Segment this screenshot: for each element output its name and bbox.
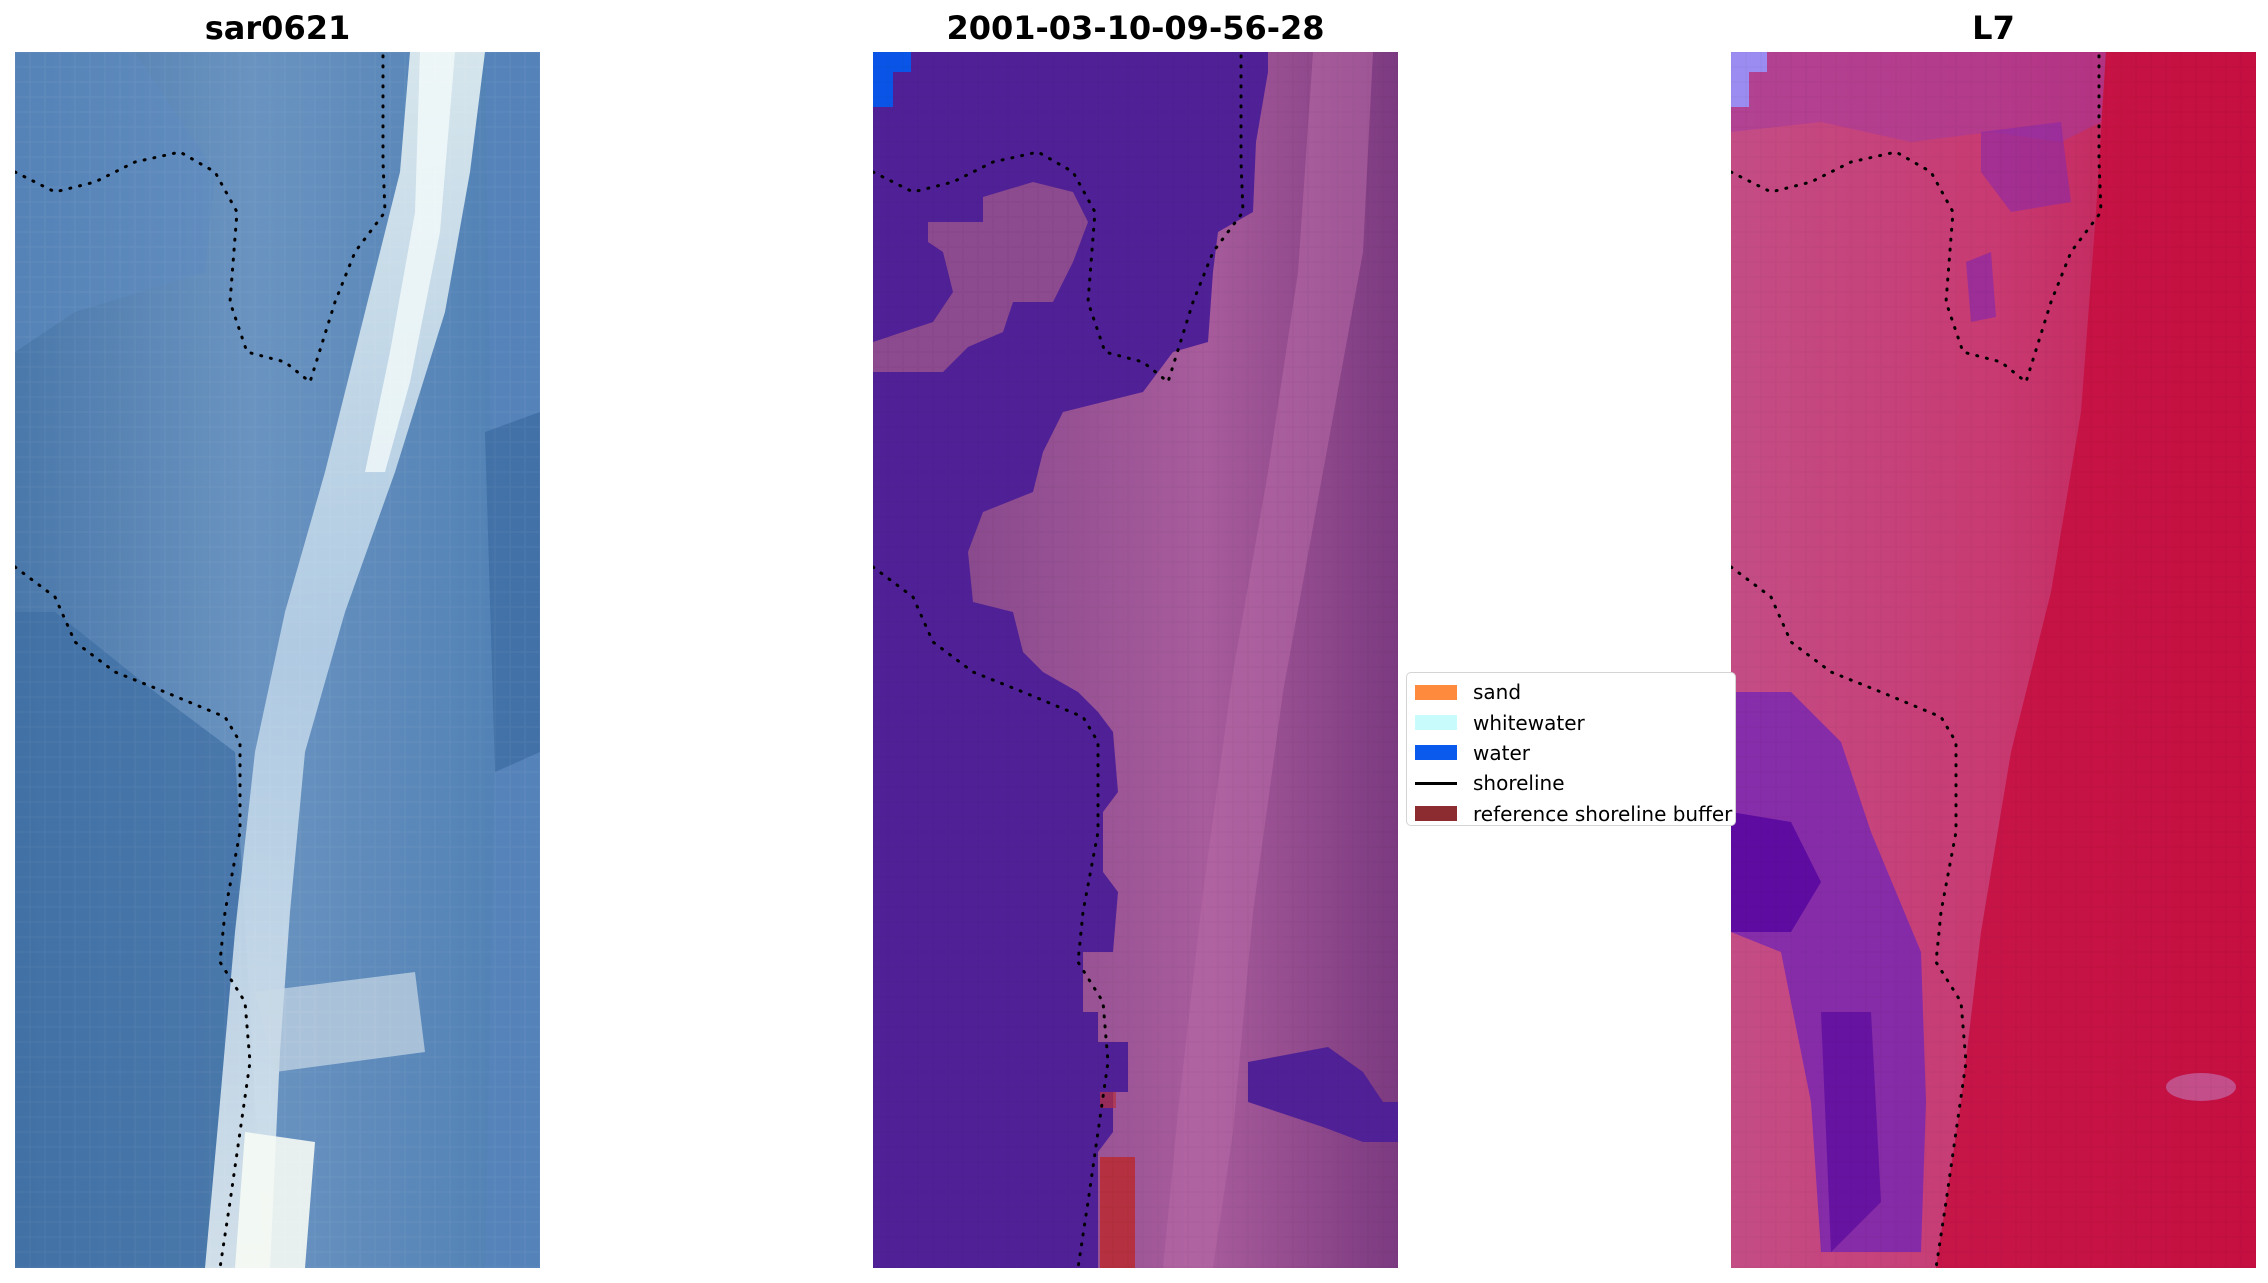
legend-item-water: water: [1415, 738, 1735, 768]
legend-label: sand: [1473, 680, 1522, 705]
reference-buffer-swatch: [1415, 806, 1457, 822]
legend-clip-edge: [1731, 672, 1741, 832]
panel-title-date: 2001-03-10-09-56-28: [946, 9, 1325, 47]
l7-image: [1731, 52, 2256, 1268]
legend-label: water: [1473, 740, 1530, 765]
legend-item-reference-buffer: reference shoreline buffer: [1415, 799, 1735, 826]
panel-title-l7: L7: [1972, 9, 2015, 47]
legend-label: whitewater: [1473, 710, 1585, 735]
water-swatch: [1415, 745, 1457, 761]
panel-title-sar: sar0621: [204, 9, 351, 47]
rgb-image: [15, 52, 540, 1268]
classified-image: [873, 52, 1398, 1268]
legend-label: shoreline: [1473, 771, 1565, 796]
legend-label: reference shoreline buffer: [1473, 801, 1733, 826]
legend-item-shoreline: shoreline: [1415, 768, 1735, 798]
whitewater-swatch: [1415, 715, 1457, 731]
legend-item-whitewater: whitewater: [1415, 707, 1735, 737]
legend-item-sand: sand: [1415, 677, 1735, 707]
sand-swatch: [1415, 684, 1457, 700]
shoreline-line-swatch: [1415, 781, 1457, 785]
classified-image-panel: [873, 52, 1398, 1268]
l7-image-panel: [1731, 52, 2256, 1268]
rgb-image-panel: [15, 52, 540, 1268]
legend: sand whitewater water shoreline referenc…: [1406, 672, 1736, 826]
